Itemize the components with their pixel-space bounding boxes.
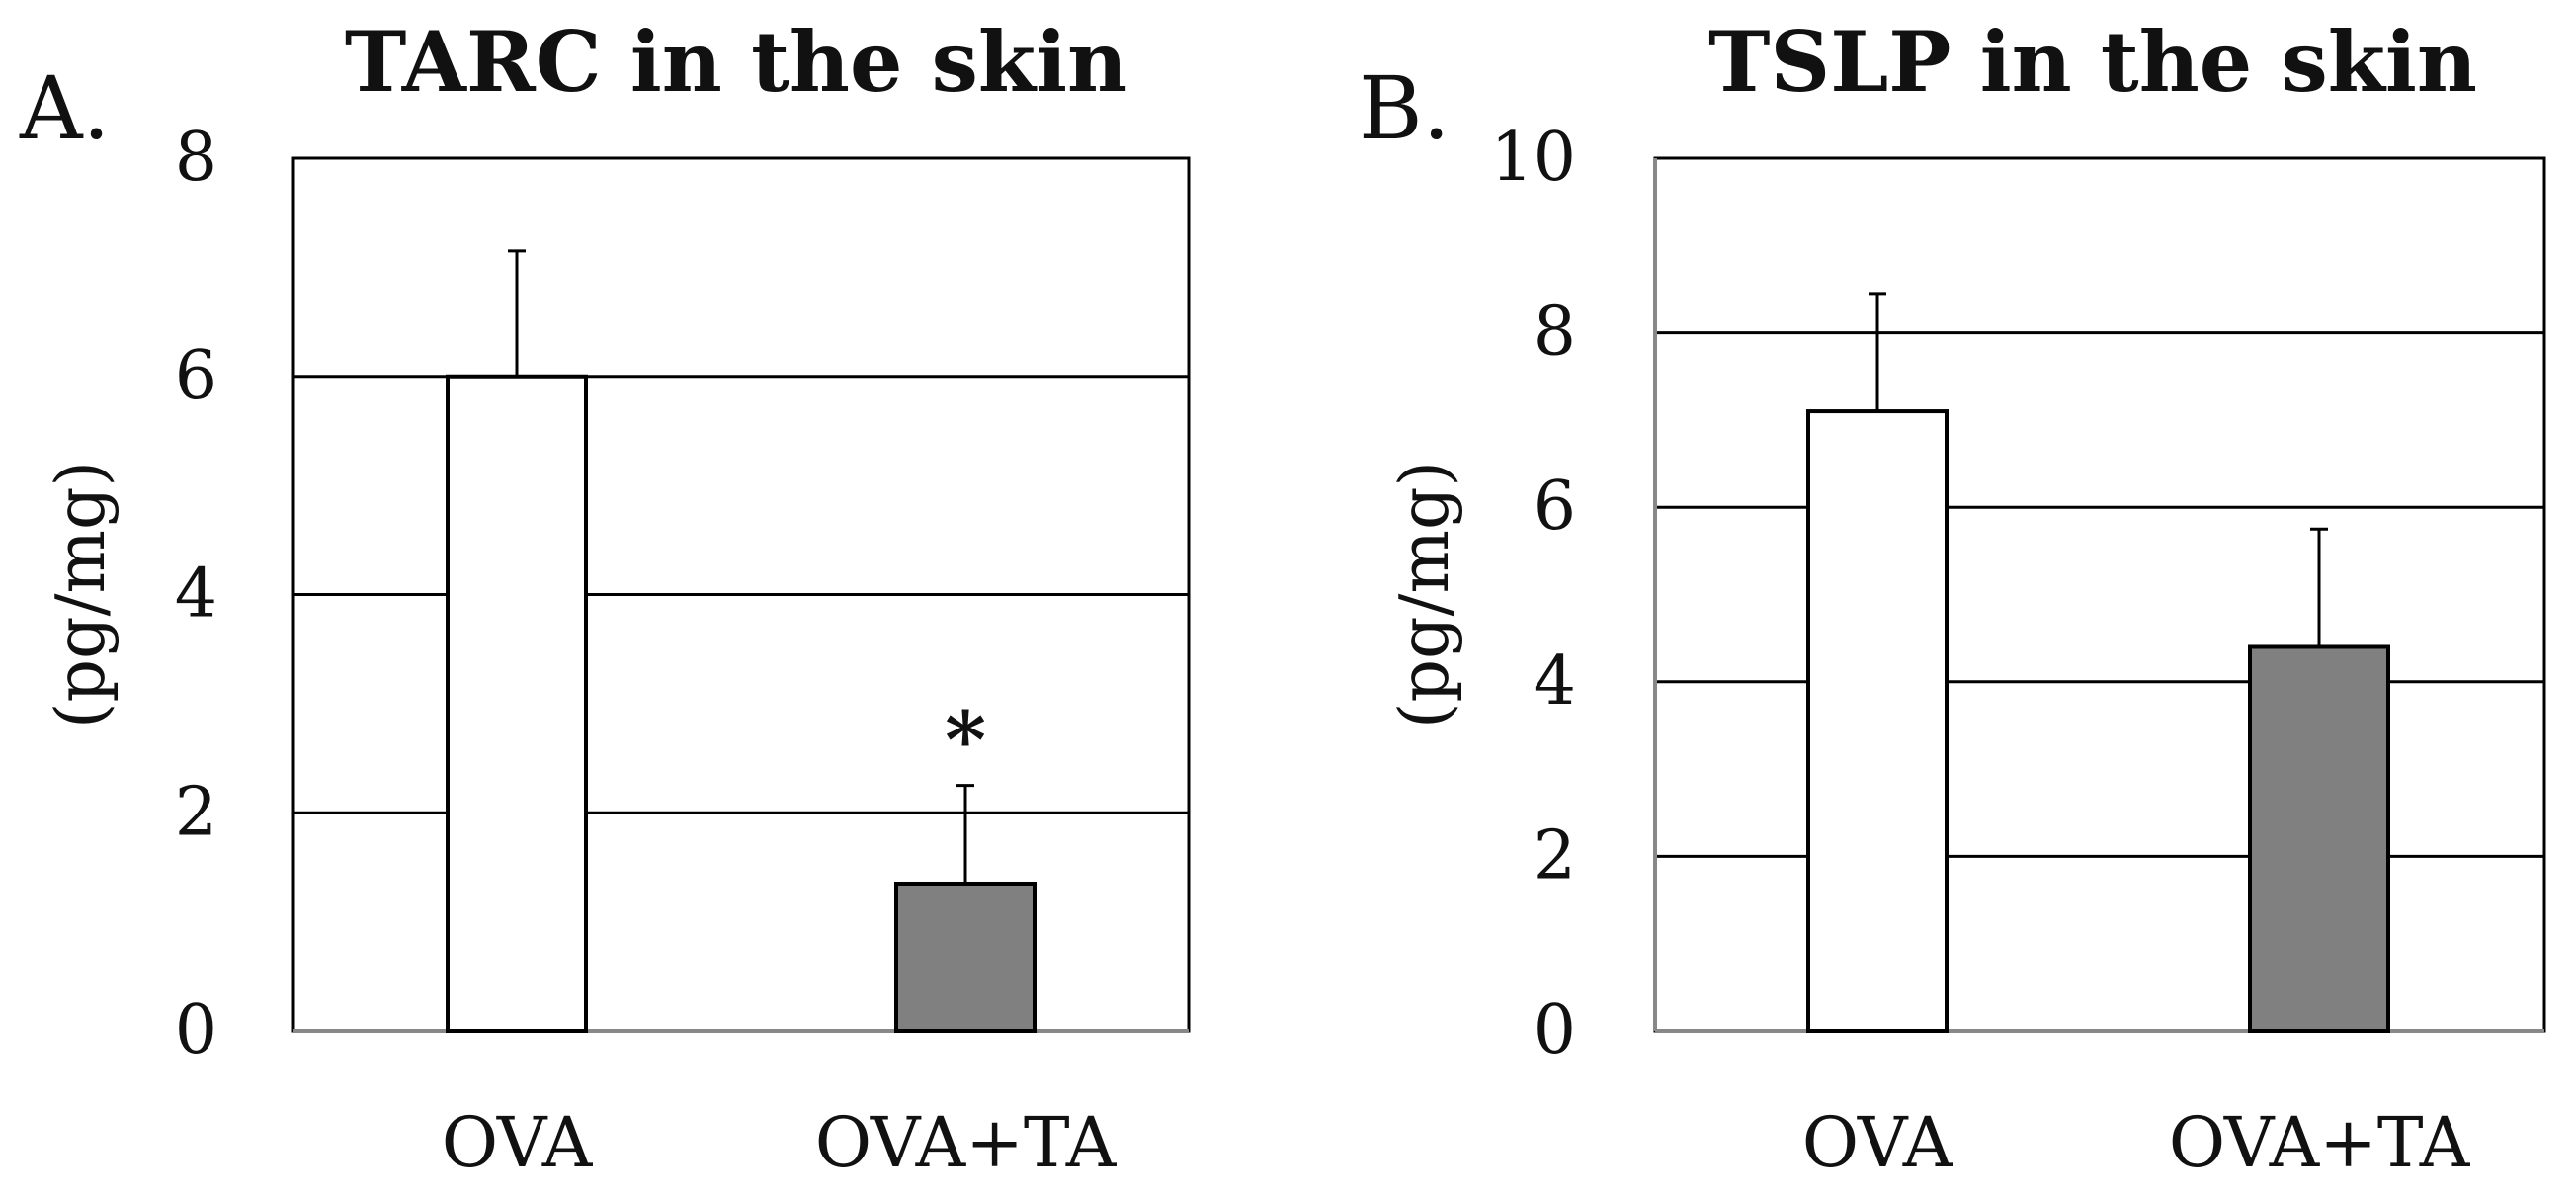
- y-tick-label: 4: [175, 556, 217, 634]
- y-tick-label: 10: [1490, 119, 1576, 197]
- x-category-label: OVA+TA: [2169, 1102, 2471, 1183]
- y-tick-label: 0: [175, 991, 217, 1070]
- bar-ova: [1806, 409, 1949, 1033]
- y-tick-label: 6: [1534, 468, 1576, 546]
- y-axis-label: (pg/mg): [42, 461, 121, 729]
- x-category-label: OVA: [442, 1102, 594, 1183]
- plot-frame: [1653, 156, 2546, 1033]
- panel-label: A.: [19, 57, 111, 159]
- y-axis-label: (pg/mg): [1386, 461, 1464, 729]
- significance-marker: *: [945, 694, 986, 787]
- y-tick-label: 8: [175, 119, 217, 197]
- chart-title: TARC in the skin: [345, 13, 1127, 111]
- y-tick-label: 2: [1534, 816, 1576, 895]
- x-category-label: OVA+TA: [815, 1102, 1118, 1183]
- x-category-label: OVA: [1802, 1102, 1954, 1183]
- panel-label: B.: [1359, 57, 1451, 159]
- chart-panel-a: 0 2 4 6 8 OVA OVA+TA * TARC in the skin A. (pg/mg): [19, 13, 1191, 1183]
- chart-panel-b: 0 2 4 6 8 10 OVA OVA+TA TSLP in the skin B. (pg/mg…: [1359, 13, 2546, 1183]
- y-tick-label: 0: [1534, 991, 1576, 1070]
- bar-ova-ta: [894, 881, 1037, 1034]
- y-tick-label: 2: [175, 773, 217, 851]
- chart-title: TSLP in the skin: [1708, 13, 2477, 111]
- bar-ova-ta: [2248, 644, 2390, 1033]
- y-tick-label: 4: [1534, 643, 1576, 721]
- y-tick-label: 6: [175, 337, 217, 415]
- bar-ova: [446, 374, 588, 1033]
- y-tick-label: 8: [1534, 294, 1576, 372]
